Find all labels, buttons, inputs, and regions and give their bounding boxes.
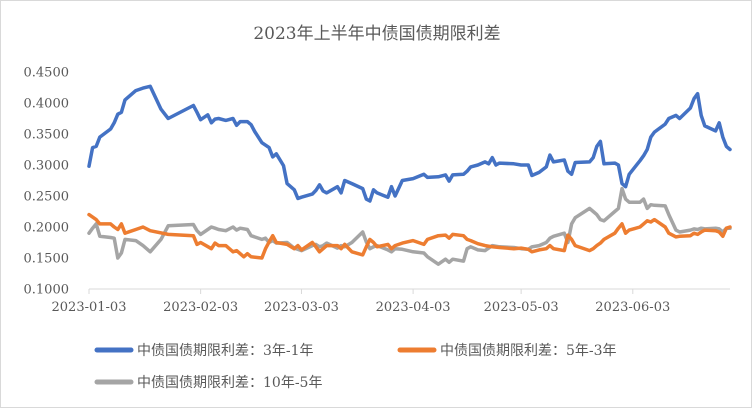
legend-label-series-2: 中债国债期限利差：5年-3年 <box>440 343 617 359</box>
legend-label-series-3: 中债国债期限利差：10年-5年 <box>137 375 322 391</box>
x-tick-label: 2023-03-03 <box>264 300 339 315</box>
y-tick-label: 0.3000 <box>24 159 70 174</box>
series-lines <box>87 84 732 266</box>
y-tick-label: 0.4500 <box>24 66 70 81</box>
legend: 中债国债期限利差：3年-1年 中债国债期限利差：5年-3年 中债国债期限利差：1… <box>94 343 617 391</box>
legend-label-series-1: 中债国债期限利差：3年-1年 <box>137 343 314 359</box>
series-line-1 <box>87 84 732 203</box>
legend-entry-series-3: 中债国债期限利差：10年-5年 <box>94 375 322 391</box>
y-tick-label: 0.2500 <box>24 190 70 205</box>
x-axis-ticks: 2023-01-03 2023-02-03 2023-03-03 2023-04-03… <box>52 289 670 315</box>
legend-entry-series-2: 中债国债期限利差：5年-3年 <box>397 343 617 359</box>
chart-title: 2023年上半年中债国债期限利差 <box>253 24 500 44</box>
x-tick-label: 2023-02-03 <box>163 300 238 315</box>
y-tick-label: 0.1000 <box>24 283 70 298</box>
y-tick-label: 0.3500 <box>24 128 70 143</box>
y-tick-label: 0.1500 <box>24 252 70 267</box>
legend-entry-series-1: 中债国债期限利差：3年-1年 <box>94 343 314 359</box>
y-tick-label: 0.2000 <box>24 221 70 236</box>
x-tick-label: 2023-05-03 <box>484 300 559 315</box>
x-tick-label: 2023-06-03 <box>595 300 670 315</box>
y-tick-label: 0.4000 <box>24 97 70 112</box>
y-axis-ticks: 0.1000 0.1500 0.2000 0.2500 0.3000 0.3500 0.40… <box>24 66 70 298</box>
x-tick-label: 2023-01-03 <box>52 300 127 315</box>
x-tick-label: 2023-04-03 <box>376 300 451 315</box>
series-line-3 <box>87 186 732 266</box>
series-line-2 <box>87 212 732 260</box>
